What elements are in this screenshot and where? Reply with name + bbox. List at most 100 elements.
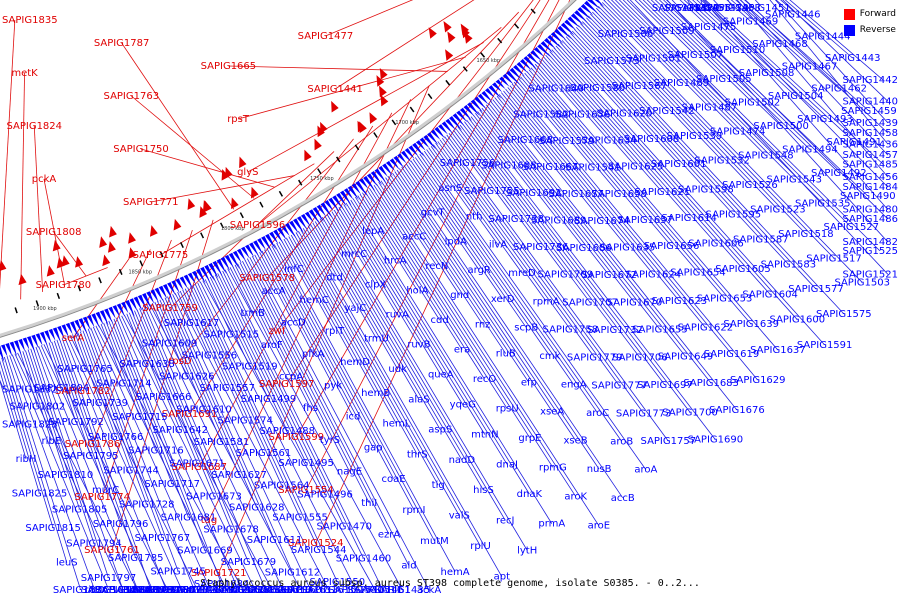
gene-label: SAPIG1618: [255, 585, 311, 596]
gene-label: SAPIG1625: [608, 161, 664, 172]
gene-label: SAPIG1557: [199, 383, 255, 394]
gene-label: SAPIG1619: [704, 349, 760, 360]
gene-label: SAPIG1657: [617, 215, 673, 226]
gene-label: SAPIG1453: [705, 3, 761, 14]
gene-label: rnz: [475, 319, 491, 330]
reverse-gene-arrow: [547, 34, 562, 49]
gene-label: SAPIG1642: [152, 425, 208, 436]
reverse-gene-arrow: [516, 61, 528, 74]
reverse-gene-arrow: [31, 334, 39, 349]
reverse-gene-arrow: [506, 70, 520, 85]
backbone-shadow-arc: [0, 0, 576, 337]
gene-label: SAPIG1789: [95, 585, 151, 596]
leader-line: [219, 272, 345, 527]
leader-line: [573, 28, 817, 290]
leader-line: [470, 116, 510, 166]
reverse-gene-arrow: [513, 64, 525, 77]
leader-line: [784, 0, 854, 59]
gene-label: gcvT: [421, 207, 446, 218]
gene-label: SAPIG1467: [782, 61, 838, 72]
leader-line: [371, 186, 554, 468]
gene-label: SAPIG1667: [523, 162, 579, 173]
gene-label: SAPIG1578: [239, 273, 295, 284]
leader-line: [545, 54, 690, 219]
gene-label: SAPIG1786: [65, 439, 121, 450]
leader-line: [687, 0, 767, 74]
forward-gene-arrow: [109, 225, 117, 238]
forward-gene-arrow: [0, 259, 7, 271]
gene-label: SAPIG1796: [93, 519, 149, 530]
gene-label: SAPIG1736: [513, 242, 569, 253]
gene-label: SAPIG1759: [142, 303, 198, 314]
leader-line: [319, 218, 463, 461]
inner-tick: [530, 8, 536, 14]
gene-label: pfkA: [302, 349, 325, 360]
leader-line: [730, 0, 781, 45]
gene-label: SAPIG1832: [2, 385, 58, 396]
leader-line: [532, 65, 779, 351]
reverse-gene-arrow: [577, 7, 592, 20]
reverse-gene-arrow: [404, 148, 415, 160]
leader-line: [528, 69, 725, 299]
gene-label: gap: [364, 443, 383, 454]
leader-line: [338, 207, 442, 375]
forward-gene-arrow: [314, 138, 322, 151]
feature-labels: SAPIG1835 metK SAPIG1824 pckA SAPIG1808 SAPIG…: [2, 3, 898, 596]
leader-line: [559, 41, 625, 114]
gene-label: dnaJ: [496, 459, 518, 470]
leader-line: [48, 342, 77, 423]
leader-line: [744, 0, 889, 134]
reverse-gene-arrow: [587, 0, 601, 10]
reverse-gene-arrow: [467, 102, 481, 117]
inner-tick: [513, 23, 520, 29]
gene-label: tyrS: [320, 435, 340, 446]
reverse-gene-arrow: [220, 256, 231, 272]
leader-line: [646, 0, 753, 103]
gene-label: SAPIG1627: [211, 470, 267, 481]
reverse-gene-arrow: [18, 338, 26, 352]
gene-label: ezrA: [378, 529, 401, 540]
gene-label: serA: [62, 333, 84, 344]
leader-line: [565, 36, 707, 190]
inner-tick: [159, 251, 164, 258]
leader-line: [507, 87, 706, 328]
gene-label: SAPIG1785: [108, 553, 164, 564]
gene-label: SAPIG1506: [598, 29, 654, 40]
gene-label: aroC: [586, 408, 609, 419]
leader-line: [53, 231, 87, 277]
gene-label: SAPIG1713: [215, 585, 271, 596]
leader-line: [281, 240, 315, 301]
reverse-gene-arrow: [452, 113, 465, 127]
gene-label: SAPIG1808: [26, 227, 82, 238]
leader-line: [19, 351, 38, 407]
gene-label: trmB: [241, 308, 266, 319]
reverse-gene-arrow: [530, 49, 543, 62]
leader-line: [32, 347, 109, 579]
gene-label: infC: [284, 264, 304, 275]
gene-label: SAPIG1469: [723, 16, 779, 27]
gene-label: SAPIG1697: [637, 380, 693, 391]
legend-swatch-forward: [843, 8, 855, 20]
gene-label: era: [454, 345, 470, 356]
leader-line: [389, 174, 530, 383]
gene-label: SAPIG1519: [222, 362, 278, 373]
leader-line: [352, 198, 374, 232]
gene-label: SAPIG1767: [135, 533, 191, 544]
forward-gene-arrow: [231, 197, 239, 210]
reverse-gene-arrow: [296, 216, 308, 230]
leader-line: [108, 320, 173, 485]
forward-gene-arrow: [317, 125, 325, 138]
leader-line: [254, 254, 274, 292]
leader-line: [336, 208, 420, 345]
gene-label: SAPIG1692: [506, 188, 562, 199]
leader-line: [184, 288, 246, 421]
gene-label: SAPIG1455: [676, 3, 732, 14]
leader-line: [192, 285, 301, 518]
gene-label: lpdA: [445, 236, 467, 247]
gene-label: SAPIG1470: [316, 522, 372, 533]
gene-label: SAPIG1634: [581, 135, 637, 146]
gene-label: SAPIG1598: [678, 184, 734, 195]
gene-label: SAPIG1823: [2, 419, 58, 430]
gene-label: accD: [281, 318, 306, 329]
reverse-gene-arrow: [212, 260, 223, 277]
